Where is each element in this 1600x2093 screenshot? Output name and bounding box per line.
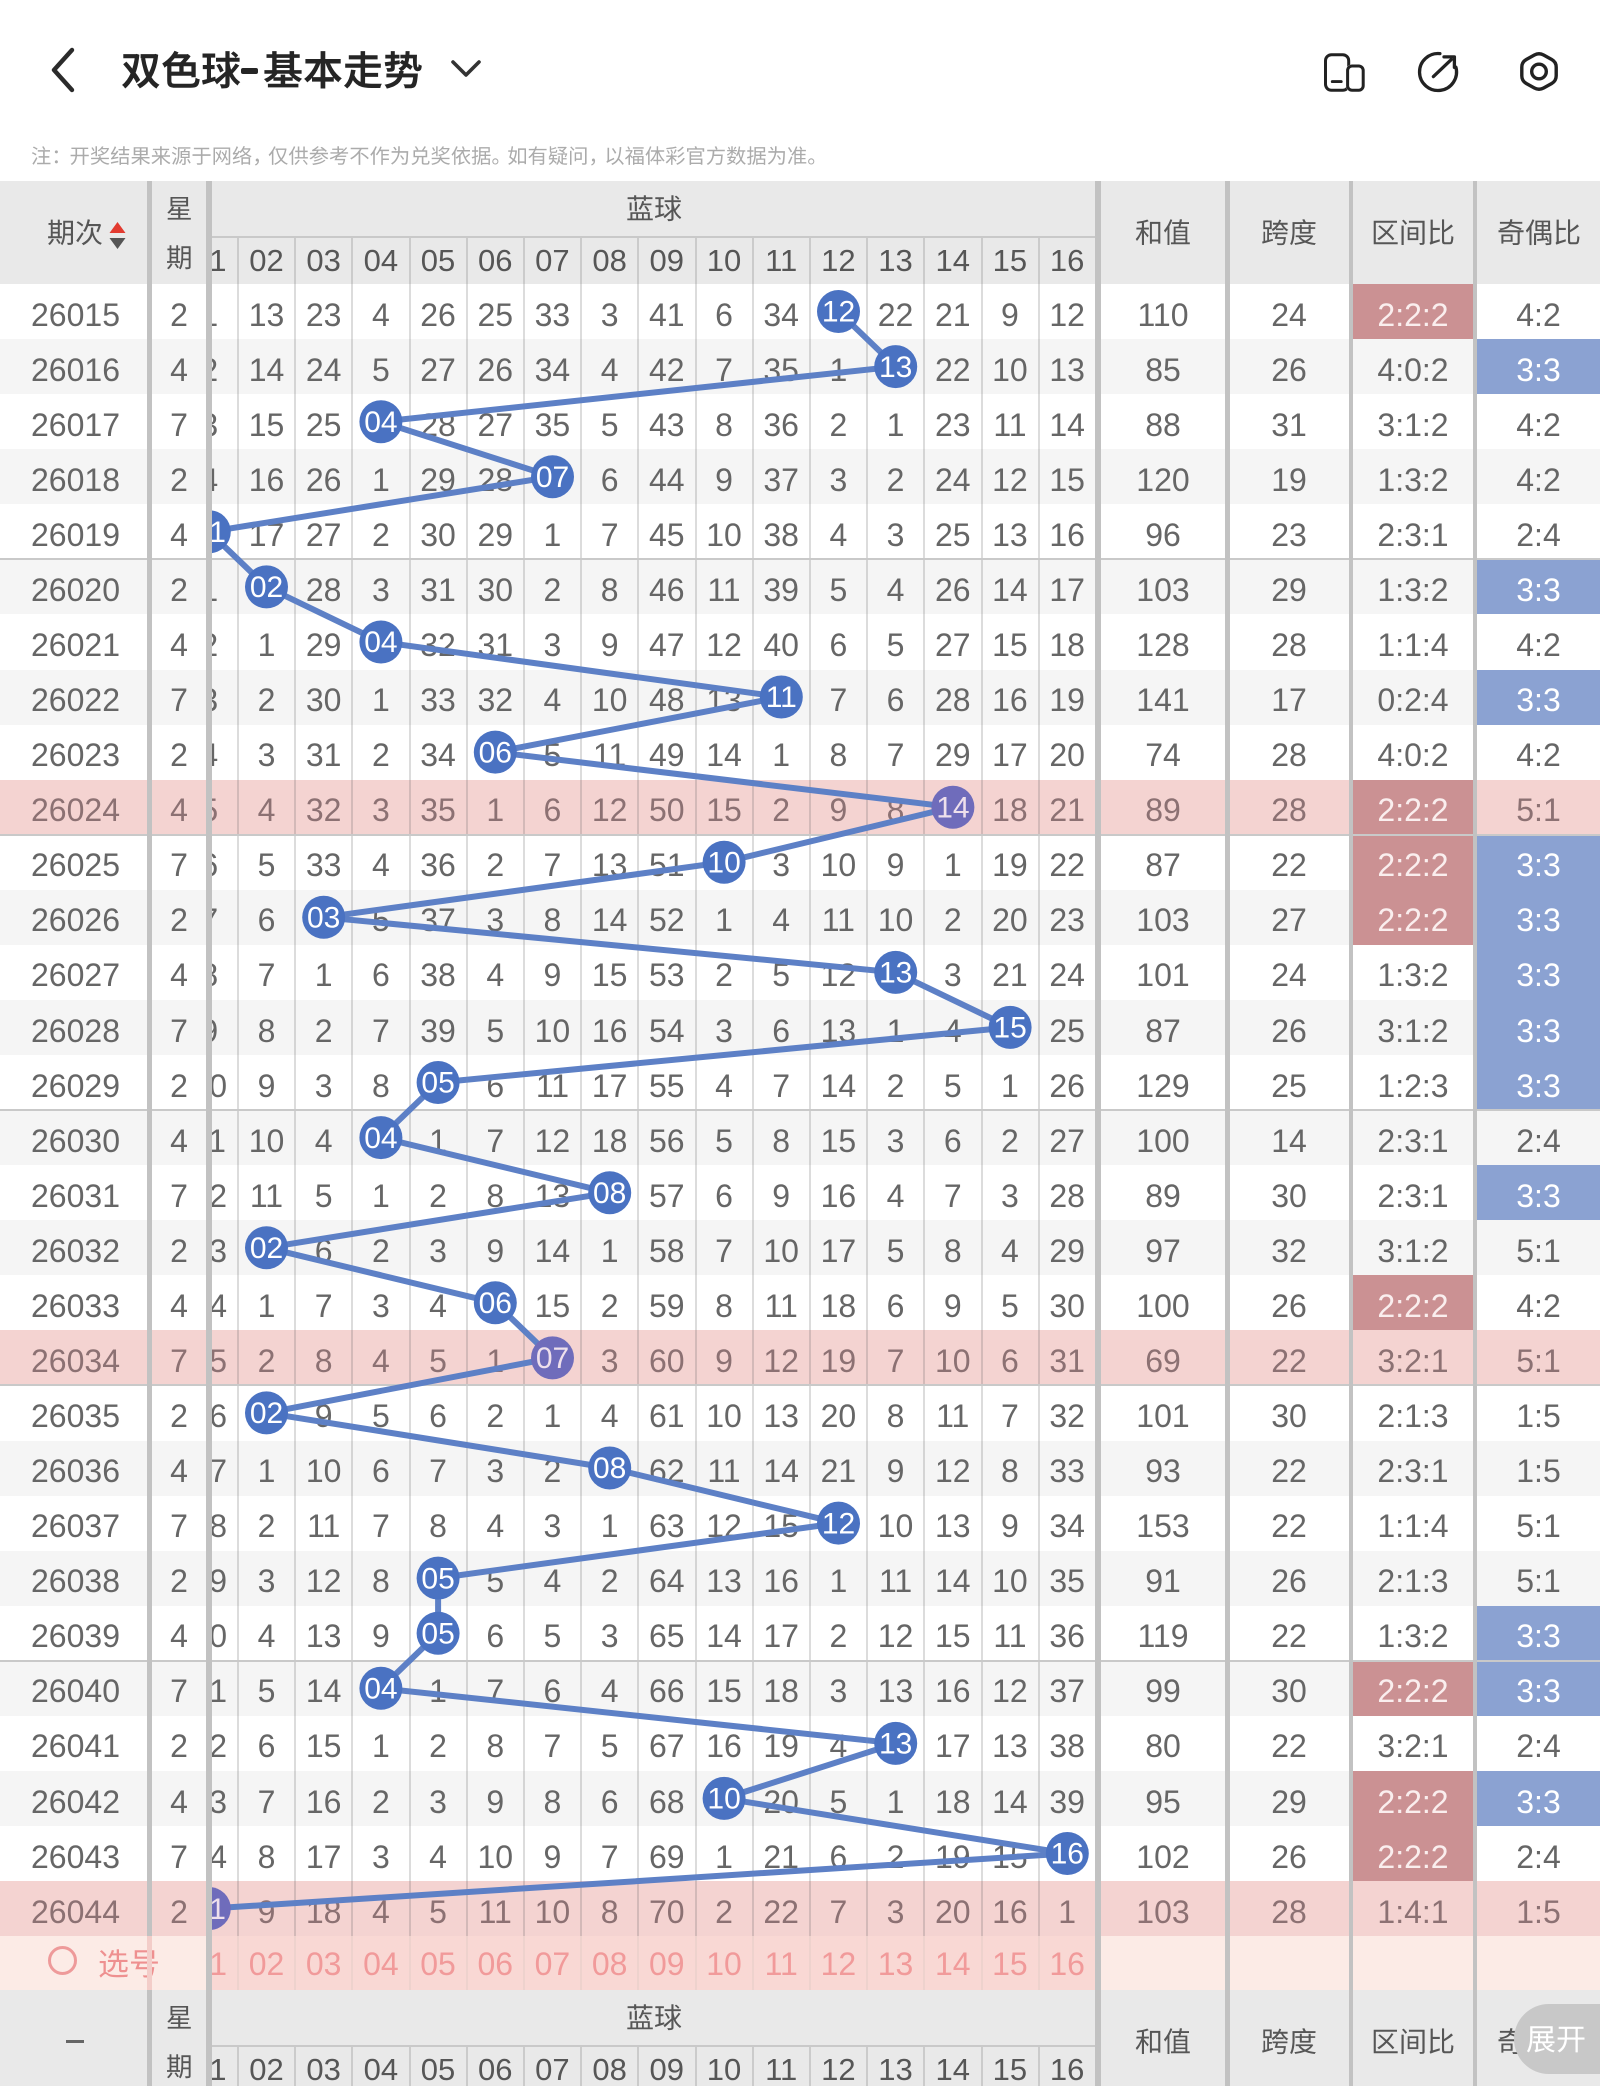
svg-text:03: 03	[307, 902, 340, 935]
svg-text:07: 07	[536, 1342, 569, 1375]
svg-text:04: 04	[364, 626, 397, 659]
svg-text:13: 13	[879, 1728, 912, 1761]
svg-text:01: 01	[212, 516, 226, 549]
svg-text:16: 16	[1051, 1838, 1084, 1871]
svg-text:08: 08	[593, 1177, 626, 1210]
svg-text:14: 14	[936, 791, 969, 824]
svg-text:11: 11	[766, 681, 797, 714]
svg-text:05: 05	[421, 1562, 454, 1595]
svg-text:13: 13	[879, 957, 912, 990]
svg-text:12: 12	[822, 296, 855, 329]
svg-text:10: 10	[707, 846, 740, 879]
svg-text:15: 15	[993, 1012, 1026, 1045]
svg-text:04: 04	[364, 1122, 397, 1155]
svg-text:08: 08	[593, 1452, 626, 1485]
svg-text:02: 02	[250, 571, 283, 604]
svg-text:07: 07	[536, 461, 569, 494]
svg-text:02: 02	[250, 1397, 283, 1430]
svg-text:06: 06	[479, 1287, 512, 1320]
svg-text:04: 04	[364, 1673, 397, 1706]
svg-text:02: 02	[250, 1232, 283, 1265]
svg-text:04: 04	[364, 406, 397, 439]
svg-text:10: 10	[707, 1783, 740, 1816]
svg-text:06: 06	[479, 736, 512, 769]
svg-text:12: 12	[822, 1507, 855, 1540]
svg-text:05: 05	[421, 1067, 454, 1100]
svg-text:05: 05	[421, 1617, 454, 1650]
svg-text:01: 01	[212, 1893, 226, 1926]
svg-text:13: 13	[879, 351, 912, 384]
